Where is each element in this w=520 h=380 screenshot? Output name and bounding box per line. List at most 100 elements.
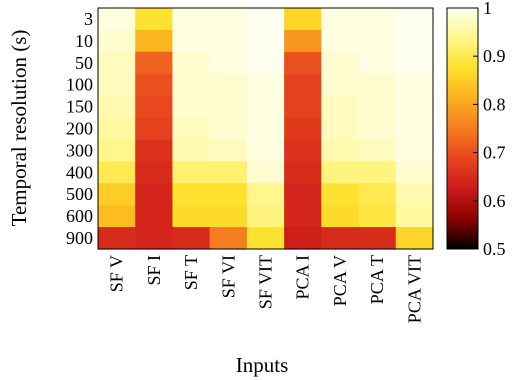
heatmap-cell (209, 29, 248, 53)
heatmap-cell (98, 117, 136, 141)
heatmap-cell (284, 161, 322, 184)
heatmap-cell (98, 227, 136, 250)
y-tick-label: 400 (66, 162, 93, 182)
colorbar-tick-label: 0.9 (483, 46, 506, 66)
heatmap-cell (321, 139, 360, 162)
heatmap-cell (135, 117, 174, 141)
heatmap-cell (395, 205, 434, 228)
heatmap-cell (209, 73, 248, 97)
heatmap-cell (284, 29, 322, 53)
heatmap-cell (284, 95, 322, 119)
heatmap-cell (98, 8, 136, 31)
heatmap-cell (321, 29, 360, 53)
heatmap-cell (172, 139, 211, 162)
heatmap-cell (135, 183, 174, 206)
heatmap-cell (284, 73, 322, 97)
y-axis-label: Temporal resolution (s) (7, 30, 31, 227)
heatmap-cell (209, 205, 248, 228)
x-tick-label: SF T (181, 255, 201, 290)
heatmap-cell (284, 183, 322, 206)
x-tick-label: PCA V (330, 255, 350, 306)
heatmap-cell (98, 183, 136, 206)
heatmap-cell (98, 161, 136, 184)
heatmap-cell (284, 8, 322, 31)
heatmap-cell (358, 227, 397, 250)
heatmap-cell (209, 51, 248, 75)
heatmap-cell (246, 139, 285, 162)
heatmap-cell (321, 8, 360, 31)
heatmap-cell (246, 205, 285, 228)
x-tick-label: PCA VIT (404, 255, 424, 323)
heatmap-cell (321, 95, 360, 119)
colorbar-tick-label: 1 (483, 0, 492, 18)
heatmap-cell (284, 205, 322, 228)
heatmap-cell (209, 161, 248, 184)
y-tick-label: 150 (66, 97, 93, 117)
heatmap-cell (135, 8, 174, 31)
heatmap-cell (358, 183, 397, 206)
heatmap-cell (284, 117, 322, 141)
heatmap-cell (358, 161, 397, 184)
heatmap-cell (358, 205, 397, 228)
heatmap-cells (98, 8, 434, 250)
x-tick-label: SF VIT (256, 255, 276, 309)
heatmap-cell (395, 95, 434, 119)
heatmap-cell (284, 227, 322, 250)
heatmap-cell (172, 73, 211, 97)
heatmap-cell (321, 161, 360, 184)
heatmap-cell (321, 51, 360, 75)
heatmap-cell (358, 8, 397, 31)
heatmap-cell (172, 183, 211, 206)
heatmap-cell (172, 29, 211, 53)
x-tick-label: PCA T (367, 255, 387, 304)
colorbar (446, 7, 479, 250)
heatmap-cell (209, 139, 248, 162)
x-tick-labels: SF V SF I SF T SF VI SF VIT PCA I PCA V PCA T PC… (107, 255, 425, 323)
y-tick-label: 600 (66, 206, 93, 226)
heatmap-cell (284, 139, 322, 162)
heatmap-cell (135, 73, 174, 97)
x-axis-label: Inputs (236, 353, 289, 377)
heatmap-cell (358, 139, 397, 162)
heatmap-cell (246, 8, 285, 31)
heatmap-cell (172, 95, 211, 119)
heatmap-cell (358, 73, 397, 97)
colorbar-tick-label: 0.6 (483, 191, 506, 211)
x-tick-label: SF VI (218, 255, 238, 298)
y-tick-label: 200 (66, 119, 93, 139)
heatmap-cell (135, 29, 174, 53)
heatmap-cell (358, 51, 397, 75)
y-tick-label: 3 (84, 9, 93, 29)
heatmap-cell (246, 117, 285, 141)
heatmap-cell (395, 8, 434, 31)
heatmap-cell (135, 161, 174, 184)
heatmap-cell (395, 183, 434, 206)
heatmap-cell (395, 227, 434, 250)
heatmap-cell (321, 205, 360, 228)
heatmap-cell (98, 51, 136, 75)
y-tick-label: 50 (75, 53, 93, 73)
heatmap-cell (98, 205, 136, 228)
heatmap-cell (246, 73, 285, 97)
heatmap-cell (172, 51, 211, 75)
heatmap-cell (395, 29, 434, 53)
heatmap-cell (135, 227, 174, 250)
heatmap-cell (358, 29, 397, 53)
heatmap-cell (395, 73, 434, 97)
heatmap-cell (321, 117, 360, 141)
heatmap-cell (98, 139, 136, 162)
heatmap-cell (358, 95, 397, 119)
heatmap-cell (246, 29, 285, 53)
heatmap-cell (395, 139, 434, 162)
heatmap-cell (284, 51, 322, 75)
heatmap-cell (172, 8, 211, 31)
heatmap-cell (321, 227, 360, 250)
y-tick-label: 900 (66, 228, 93, 248)
heatmap-cell (135, 51, 174, 75)
heatmap-cell (246, 51, 285, 75)
heatmap-cell (98, 73, 136, 97)
heatmap-cell (246, 161, 285, 184)
